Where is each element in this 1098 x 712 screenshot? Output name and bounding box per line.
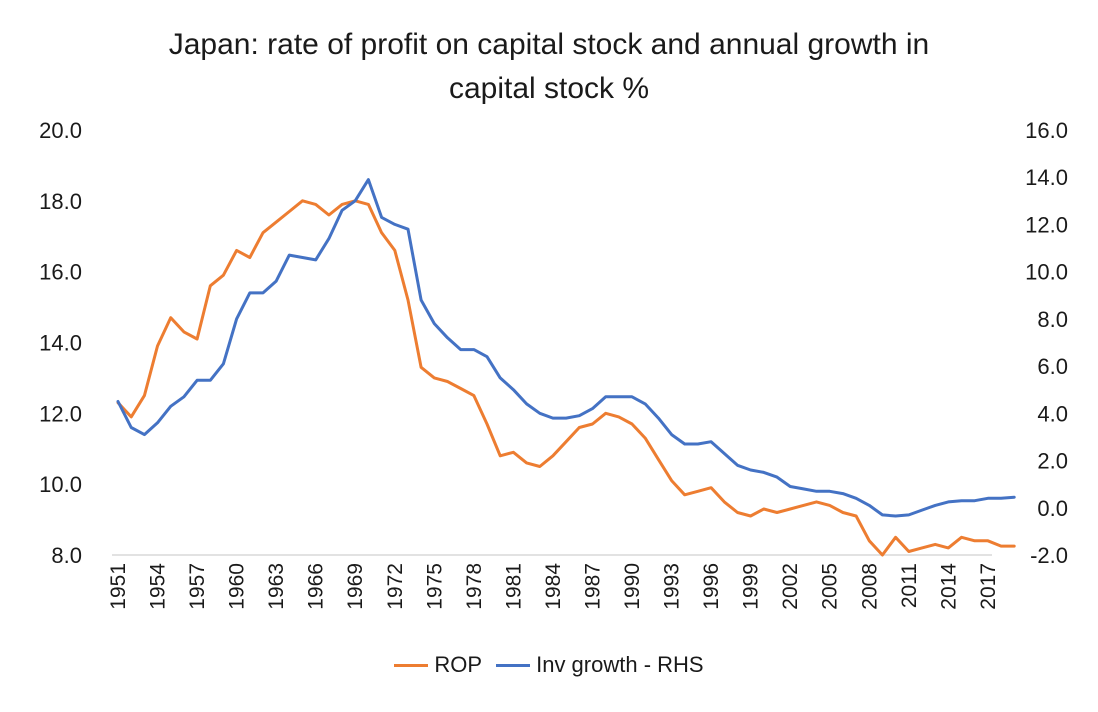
x-tick-label: 2008 <box>858 563 881 610</box>
x-tick-label: 1984 <box>542 563 565 610</box>
legend-swatch-rop <box>394 663 429 667</box>
x-tick-label: 1999 <box>740 563 763 610</box>
legend-label-rop: ROP <box>434 652 483 677</box>
legend: ROP Inv growth - RHS <box>0 650 1098 680</box>
x-tick-label: 1993 <box>661 563 684 610</box>
x-tick-label: 1975 <box>423 563 446 610</box>
y-right-tick-label: 10.0 <box>1025 260 1068 285</box>
x-tick-label: 1954 <box>147 563 170 610</box>
y-right-tick-label: -2.0 <box>1030 543 1068 568</box>
y-left-tick-label: 14.0 <box>39 331 82 356</box>
y-left-tick-label: 18.0 <box>39 189 82 214</box>
y-right-tick-label: 2.0 <box>1037 449 1068 474</box>
x-tick-label: 1951 <box>107 563 130 610</box>
legend-item-inv-growth: Inv growth - RHS <box>496 652 704 678</box>
y-right-tick-label: 14.0 <box>1025 165 1068 190</box>
x-tick-label: 1990 <box>621 563 644 610</box>
y-right-tick-label: 0.0 <box>1037 496 1068 521</box>
y-left-tick-label: 8.0 <box>51 543 82 568</box>
series-line-rop <box>116 199 1016 557</box>
legend-item-rop: ROP <box>394 652 482 678</box>
chart-title-line-2: capital stock % <box>448 72 650 105</box>
y-right-tick-label: 4.0 <box>1037 401 1068 426</box>
chart-title-line-1: Japan: rate of profit on capital stock a… <box>168 28 930 61</box>
x-tick-label: 2002 <box>779 563 802 610</box>
y-left-tick-label: 10.0 <box>39 472 82 497</box>
legend-label-inv-growth: Inv growth - RHS <box>536 652 704 677</box>
y-right-tick-label: 12.0 <box>1025 212 1068 237</box>
x-tick-label: 2014 <box>937 563 960 610</box>
y-left-tick-label: 20.0 <box>39 118 82 143</box>
x-tick-label: 2011 <box>898 563 921 608</box>
x-tick-label: 1966 <box>305 563 328 610</box>
x-tick-label: 1987 <box>581 563 604 610</box>
series-line-inv-growth <box>116 178 1016 518</box>
x-tick-label: 2005 <box>819 563 842 610</box>
x-tick-label: 1981 <box>502 563 525 610</box>
x-tick-label: 1963 <box>265 563 288 610</box>
y-right-tick-label: 16.0 <box>1025 118 1068 143</box>
x-tick-label: 1960 <box>226 563 249 610</box>
x-tick-label: 1957 <box>186 563 209 610</box>
y-left-tick-label: 12.0 <box>39 401 82 426</box>
x-tick-label: 2017 <box>977 563 1000 610</box>
x-tick-label: 1969 <box>344 563 367 610</box>
x-tick-label: 1996 <box>700 563 723 610</box>
y-right-tick-label: 8.0 <box>1037 307 1068 332</box>
x-tick-label: 1972 <box>384 563 407 610</box>
x-tick-label: 1978 <box>463 563 486 610</box>
y-right-tick-label: 6.0 <box>1037 354 1068 379</box>
legend-swatch-inv-growth <box>496 663 531 667</box>
y-left-tick-label: 16.0 <box>39 260 82 285</box>
